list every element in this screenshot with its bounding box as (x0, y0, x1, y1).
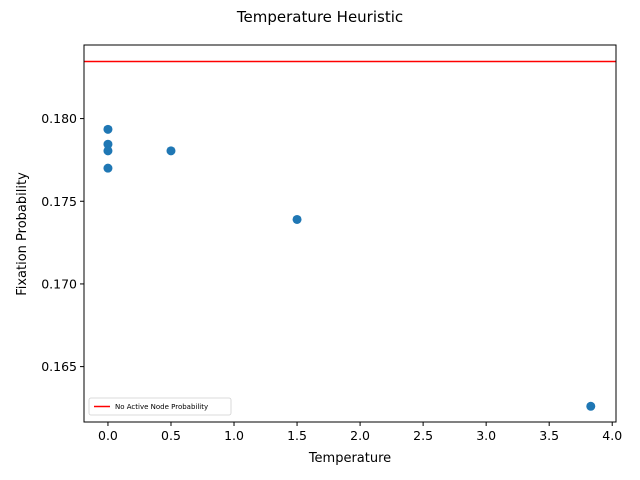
y-tick-label: 0.165 (41, 359, 77, 374)
scatter-point-7 (586, 401, 596, 411)
y-tick-label: 0.170 (41, 276, 77, 291)
x-tick-label: 2.5 (413, 428, 433, 443)
axes: 0.0 0.5 1.0 1.5 2.0 2.5 3.0 3.5 4.0 0.165 0.170 0.1… (41, 44, 622, 443)
plot-area (84, 60, 616, 411)
scatter-point-5 (166, 146, 176, 156)
plot-frame (83, 44, 617, 423)
legend: No Active Node Probability (88, 397, 232, 416)
x-tick-label: 3.0 (476, 428, 496, 443)
x-tick-label: 4.0 (602, 428, 622, 443)
x-tick-label: 3.5 (539, 428, 559, 443)
x-tick-label: 2.0 (350, 428, 370, 443)
y-tick-label: 0.175 (41, 194, 77, 209)
scatter-point-3 (103, 146, 113, 156)
legend-box (88, 397, 232, 416)
scatter-point-1 (103, 124, 113, 134)
x-tick-label: 1.0 (224, 428, 244, 443)
x-axis-label: Temperature (308, 451, 391, 466)
y-axis-label: Fixation Probability (15, 172, 30, 296)
y-tick-label: 0.180 (41, 111, 77, 126)
scatter-point-6 (292, 214, 302, 224)
plot-content (84, 60, 616, 411)
scatter-point-4 (103, 163, 113, 173)
legend-label: No Active Node Probability (115, 403, 208, 411)
chart-title: Temperature Heuristic (236, 8, 403, 26)
x-tick-label: 0.0 (98, 428, 118, 443)
scatter-point-2 (103, 139, 113, 149)
x-tick-label: 0.5 (161, 428, 181, 443)
x-tick-label: 1.5 (287, 428, 307, 443)
